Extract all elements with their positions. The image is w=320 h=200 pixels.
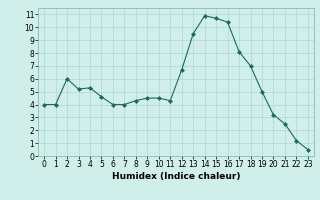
X-axis label: Humidex (Indice chaleur): Humidex (Indice chaleur)	[112, 172, 240, 181]
